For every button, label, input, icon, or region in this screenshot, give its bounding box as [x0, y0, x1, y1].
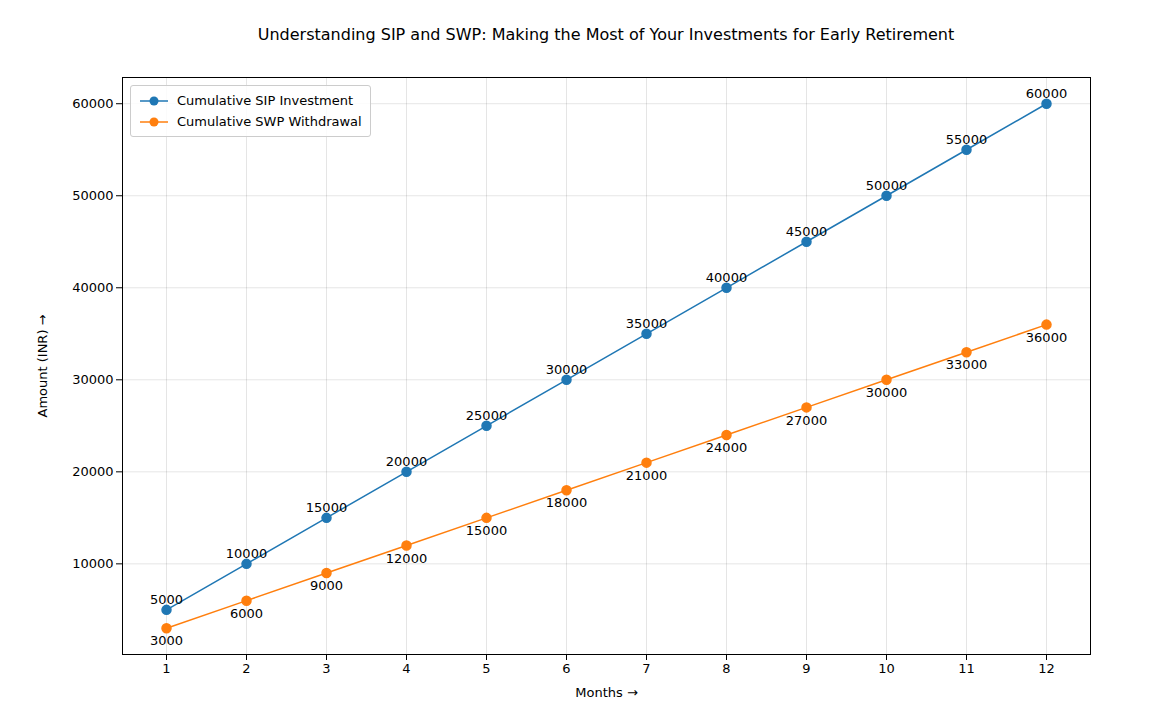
- svg-text:60000: 60000: [1026, 86, 1067, 101]
- svg-text:9000: 9000: [310, 578, 343, 593]
- svg-text:6000: 6000: [230, 606, 263, 621]
- svg-text:5000: 5000: [150, 592, 183, 607]
- svg-text:50000: 50000: [72, 188, 113, 203]
- svg-text:4: 4: [402, 661, 410, 676]
- svg-text:15000: 15000: [306, 500, 347, 515]
- svg-text:50000: 50000: [866, 178, 907, 193]
- svg-text:10000: 10000: [226, 546, 267, 561]
- svg-text:55000: 55000: [946, 132, 987, 147]
- svg-text:35000: 35000: [626, 316, 667, 331]
- svg-text:20000: 20000: [72, 464, 113, 479]
- svg-text:24000: 24000: [706, 440, 747, 455]
- svg-text:12: 12: [1038, 661, 1055, 676]
- svg-text:25000: 25000: [466, 408, 507, 423]
- html-text:Cumulative SWP Withdrawal: Cumulative SWP Withdrawal: [177, 114, 362, 129]
- svg-text:60000: 60000: [72, 96, 113, 111]
- svg-text:30000: 30000: [72, 372, 113, 387]
- svg-text:40000: 40000: [72, 280, 113, 295]
- svg-text:3000: 3000: [150, 633, 183, 648]
- svg-text:21000: 21000: [626, 468, 667, 483]
- svg-text:2: 2: [242, 661, 250, 676]
- svg-text:6: 6: [562, 661, 570, 676]
- svg-text:Amount (INR) →: Amount (INR) →: [35, 314, 50, 417]
- svg-text:10: 10: [878, 661, 895, 676]
- svg-text:Months →: Months →: [575, 685, 638, 700]
- html-text:Cumulative SIP Investment: Cumulative SIP Investment: [177, 93, 353, 108]
- svg-text:27000: 27000: [786, 413, 827, 428]
- svg-text:20000: 20000: [386, 454, 427, 469]
- svg-text:12000: 12000: [386, 551, 427, 566]
- svg-text:8: 8: [722, 661, 730, 676]
- svg-text:40000: 40000: [706, 270, 747, 285]
- svg-text:30000: 30000: [866, 385, 907, 400]
- html-text:Understanding SIP and SWP: Mak: Understanding SIP and SWP: Making the Mo…: [257, 25, 955, 44]
- svg-text:1: 1: [162, 661, 170, 676]
- svg-text:18000: 18000: [546, 495, 587, 510]
- svg-text:3: 3: [322, 661, 330, 676]
- svg-text:33000: 33000: [946, 357, 987, 372]
- svg-text:15000: 15000: [466, 523, 507, 538]
- svg-text:36000: 36000: [1026, 330, 1067, 345]
- svg-text:45000: 45000: [786, 224, 827, 239]
- svg-text:9: 9: [802, 661, 810, 676]
- svg-text:30000: 30000: [546, 362, 587, 377]
- svg-text:5: 5: [482, 661, 490, 676]
- svg-text:10000: 10000: [72, 556, 113, 571]
- svg-text:11: 11: [958, 661, 975, 676]
- svg-text:7: 7: [642, 661, 650, 676]
